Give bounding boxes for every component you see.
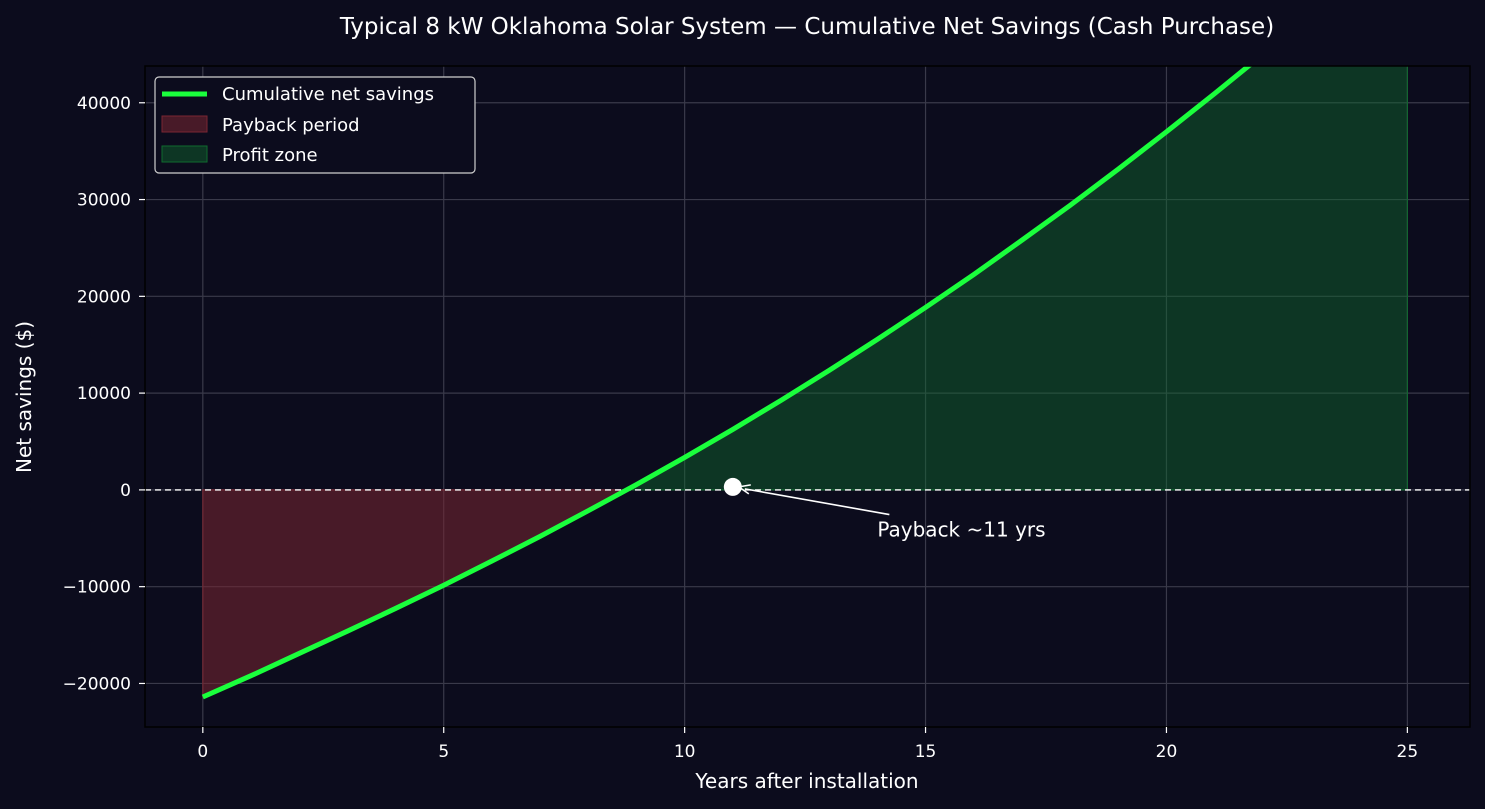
legend: Cumulative net savings Payback period Pr…: [154, 76, 476, 174]
legend-swatch-profit: [161, 145, 208, 163]
legend-frame: [154, 76, 476, 174]
annotation-arrow: [744, 488, 890, 516]
y-tick-label: 30000: [77, 191, 131, 211]
y-tick-label: 40000: [77, 94, 131, 114]
chart-title: Typical 8 kW Oklahoma Solar System — Cum…: [339, 14, 1274, 40]
legend-label-profit: Profit zone: [222, 145, 318, 166]
plot-area: Payback ~11 yrs 0 5 10 15 20 25 −20000 −10000 0 10…: [63, 65, 1471, 762]
payback-marker: [723, 477, 742, 496]
legend-swatch-payback: [161, 115, 208, 133]
savings-line: [201, 66, 1253, 700]
y-tick-label: 20000: [77, 287, 131, 307]
annotation-arrowhead: [738, 484, 751, 495]
annotation-text: Payback ~11 yrs: [877, 518, 1045, 542]
x-tick-label: 20: [1156, 742, 1178, 762]
x-tick-label: 15: [915, 742, 937, 762]
y-tick-label: 10000: [77, 384, 131, 404]
y-tick-label: 0: [120, 481, 131, 501]
y-tick-label: −10000: [63, 578, 131, 598]
y-tick-label: −20000: [63, 674, 131, 694]
x-axis-label: Years after installation: [694, 769, 918, 793]
y-axis-label: Net savings ($): [12, 321, 36, 473]
x-tick-label: 5: [438, 742, 449, 762]
x-tick-label: 0: [197, 742, 208, 762]
plot-frame: [144, 65, 1471, 728]
legend-label-savings: Cumulative net savings: [222, 84, 434, 105]
legend-label-payback: Payback period: [222, 115, 360, 136]
x-tick-label: 10: [674, 742, 696, 762]
x-tick-label: 25: [1397, 742, 1419, 762]
